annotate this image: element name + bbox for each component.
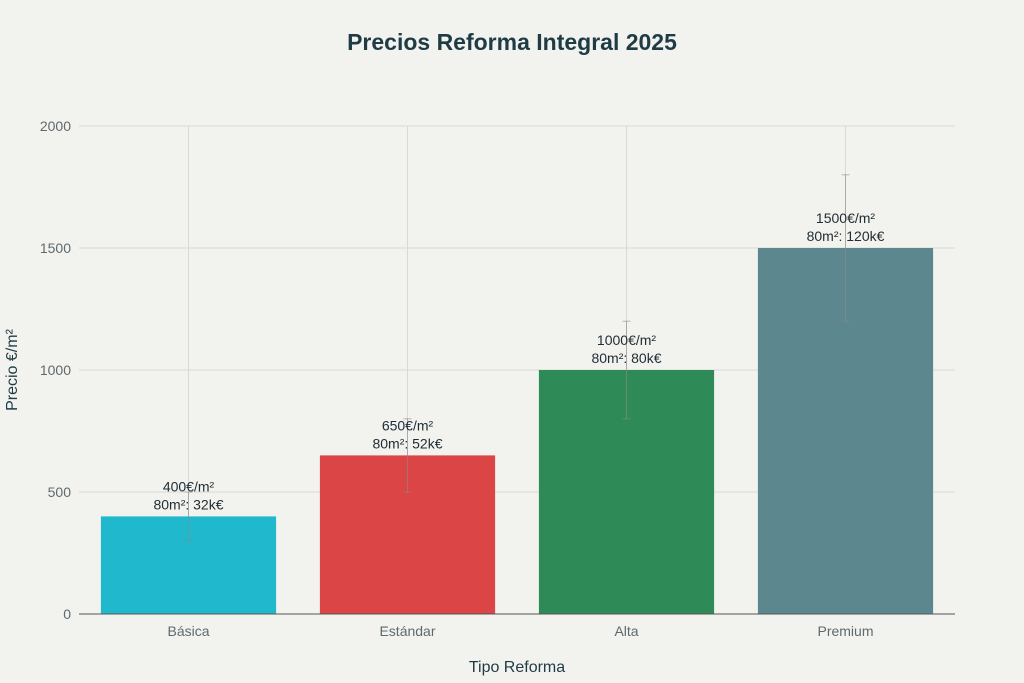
- data-label-price: 650€/m²: [382, 417, 434, 433]
- data-label-price: 400€/m²: [163, 478, 215, 494]
- chart-title: Precios Reforma Integral 2025: [347, 29, 677, 55]
- x-tick-label: Premium: [817, 623, 873, 639]
- x-tick-label: Básica: [167, 623, 209, 639]
- x-tick-label: Estándar: [379, 623, 435, 639]
- y-tick-label: 2000: [40, 118, 71, 134]
- y-tick-label: 500: [48, 484, 72, 500]
- y-tick-label: 0: [63, 606, 71, 622]
- y-tick-label: 1000: [40, 362, 71, 378]
- data-label-total: 80m²: 32k€: [153, 496, 223, 512]
- data-label-total: 80m²: 120k€: [807, 228, 885, 244]
- data-label-total: 80m²: 52k€: [372, 435, 442, 451]
- x-axis-title: Tipo Reforma: [469, 659, 565, 676]
- data-label-price: 1000€/m²: [597, 332, 656, 348]
- x-tick-label: Alta: [614, 623, 638, 639]
- y-tick-label: 1500: [40, 240, 71, 256]
- y-axis-title: Precio €/m²: [4, 328, 21, 410]
- data-label-total: 80m²: 80k€: [591, 350, 661, 366]
- data-label-price: 1500€/m²: [816, 210, 875, 226]
